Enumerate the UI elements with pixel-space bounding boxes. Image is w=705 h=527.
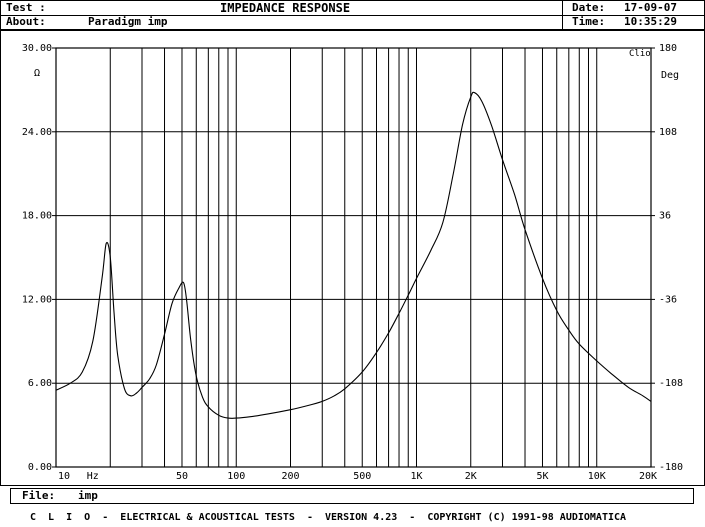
x-tick-label: Hz (87, 471, 99, 482)
footer-copyright: C L I O - ELECTRICAL & ACOUSTICAL TESTS … (30, 512, 627, 523)
y-tick-label: 12.00 (22, 294, 52, 305)
about-value: Paradigm imp (88, 15, 168, 28)
x-tick-label: 1K (410, 471, 422, 482)
x-tick-label: 50 (176, 471, 188, 482)
time-value: 10:35:29 (624, 15, 677, 28)
y-tick-label: 6.00 (28, 378, 52, 389)
x-tick-label: 20K (639, 471, 657, 482)
impedance-curve-group (55, 91, 652, 419)
x-tick-label: 100 (227, 471, 245, 482)
plot-area-border (55, 47, 652, 468)
time-label: Time: (572, 15, 606, 28)
y2-tick-label: 36 (659, 211, 671, 222)
x-tick-label: 5K (536, 471, 548, 482)
y-tick-label: 18.00 (22, 211, 52, 222)
x-tick-label: 500 (353, 471, 371, 482)
file-value: imp (78, 489, 98, 502)
report-title: IMPEDANCE RESPONSE (220, 1, 351, 15)
y2-tick-label: -36 (659, 294, 677, 305)
y2-tick-label: -180 (659, 462, 683, 473)
x-tick-label: 2K (465, 471, 477, 482)
y2-tick-label: 108 (659, 127, 677, 138)
plot-frame (0, 30, 705, 486)
impedance-curve (55, 91, 652, 419)
file-label: File: (22, 489, 56, 502)
x-tick-label: 10K (588, 471, 606, 482)
y-tick-label: 24.00 (22, 127, 52, 138)
y-tick-label: 0.00 (28, 462, 52, 473)
axes (52, 47, 655, 468)
about-label: About: (6, 15, 46, 28)
date-value: 17-09-07 (624, 1, 677, 14)
date-label: Date: (572, 1, 606, 14)
test-label: Test : (6, 1, 46, 14)
y2-axis-unit: Deg (661, 70, 679, 81)
y2-tick-label: 180 (659, 43, 677, 54)
x-tick-label: 10 (58, 471, 70, 482)
file-box (10, 488, 694, 504)
x-tick-label: 200 (281, 471, 299, 482)
impedance-chart: 0.00 6.00 12.00 18.00 24.00 30.00 -180 -108 -36 3… (22, 43, 683, 482)
tick-labels: 0.00 6.00 12.00 18.00 24.00 30.00 -180 -108 -36 3… (22, 43, 683, 482)
y-tick-label: 30.00 (22, 43, 52, 54)
grid (56, 48, 651, 467)
clio-corner-label: Clio (629, 49, 651, 59)
y2-tick-label: -108 (659, 378, 683, 389)
y-axis-unit: Ω (34, 68, 40, 79)
